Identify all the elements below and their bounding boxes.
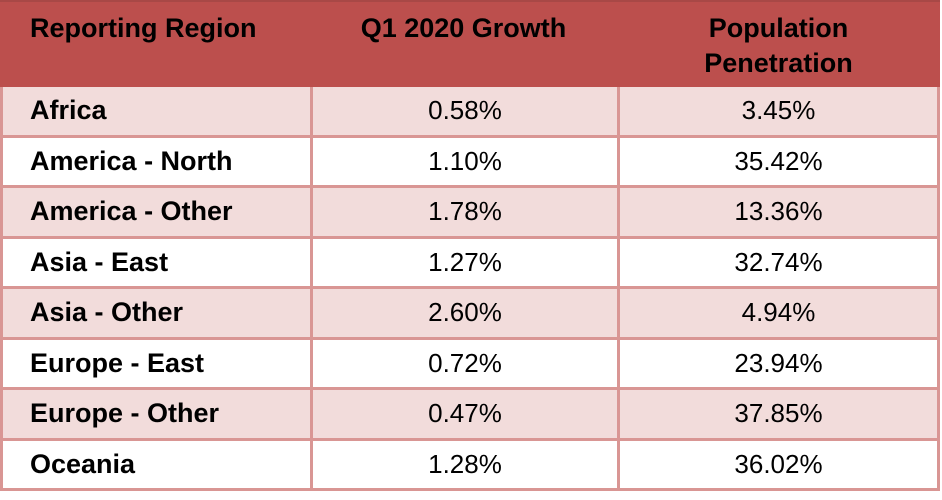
penetration-cell: 4.94%: [620, 289, 937, 337]
region-cell: Africa: [3, 87, 310, 135]
growth-cell: 0.58%: [313, 87, 617, 135]
penetration-cell: 3.45%: [620, 87, 937, 135]
header-cell-population-penetration: Population Penetration: [617, 2, 940, 87]
penetration-cell: 37.85%: [620, 390, 937, 438]
region-cell: Europe - Other: [3, 390, 310, 438]
header-cell-q1-2020-growth: Q1 2020 Growth: [360, 13, 567, 43]
region-cell: Europe - East: [3, 339, 310, 387]
growth-cell: 1.78%: [313, 188, 617, 236]
growth-cell: 0.72%: [313, 339, 617, 387]
region-cell: America - North: [3, 137, 310, 185]
region-cell: Oceania: [3, 440, 310, 488]
growth-cell: 0.47%: [313, 390, 617, 438]
header-cell-population-penetration-label: Population Penetration: [704, 13, 853, 78]
region-cell: Asia - East: [3, 238, 310, 286]
growth-cell: 1.28%: [313, 440, 617, 488]
data-table: Reporting Region Q1 2020 Growth Populati…: [0, 0, 940, 491]
table-body: Africa 0.58% 3.45% America - North 1.10%…: [0, 87, 940, 491]
penetration-cell: 23.94%: [620, 339, 937, 387]
penetration-cell: 35.42%: [620, 137, 937, 185]
growth-cell: 2.60%: [313, 289, 617, 337]
growth-cell: 1.27%: [313, 238, 617, 286]
table-header-row: Reporting Region Q1 2020 Growth Populati…: [0, 0, 940, 87]
region-cell: America - Other: [3, 188, 310, 236]
penetration-cell: 32.74%: [620, 238, 937, 286]
header-cell-reporting-region: Reporting Region: [30, 13, 257, 43]
penetration-cell: 36.02%: [620, 440, 937, 488]
region-cell: Asia - Other: [3, 289, 310, 337]
growth-cell: 1.10%: [313, 137, 617, 185]
penetration-cell: 13.36%: [620, 188, 937, 236]
